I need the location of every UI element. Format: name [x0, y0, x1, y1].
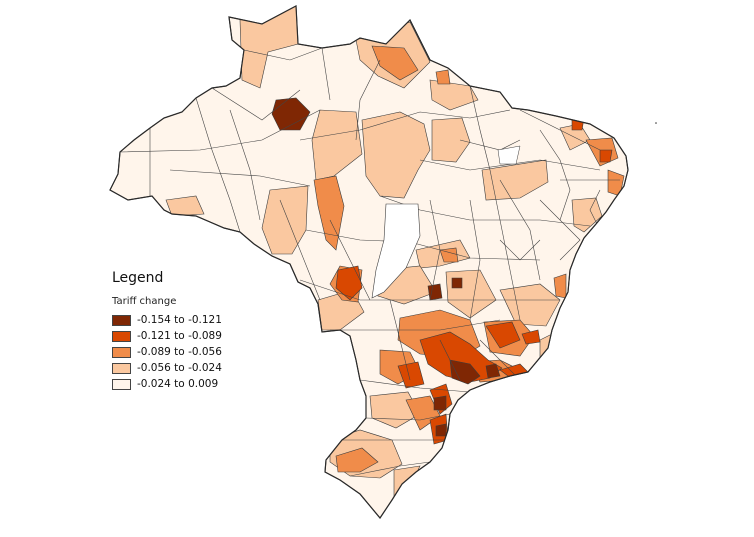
legend-swatch: [112, 378, 131, 390]
stray-dot: [655, 122, 657, 124]
legend-swatch: [112, 314, 131, 326]
legend-item: -0.121 to -0.089: [112, 328, 282, 344]
legend-swatch: [112, 346, 131, 358]
municipality-regions: [119, 6, 625, 497]
legend-label: -0.154 to -0.121: [137, 314, 222, 326]
legend-item: -0.089 to -0.056: [112, 344, 282, 360]
legend: Legend Tariff change -0.154 to -0.121 -0…: [112, 270, 282, 392]
legend-label: -0.024 to 0.009: [137, 378, 219, 390]
legend-label: -0.089 to -0.056: [137, 346, 222, 358]
legend-item: -0.154 to -0.121: [112, 312, 282, 328]
unmapped-area: [371, 203, 421, 299]
legend-item: -0.056 to -0.024: [112, 360, 282, 376]
legend-label: -0.056 to -0.024: [137, 362, 222, 374]
legend-swatch: [112, 362, 131, 374]
legend-item: -0.024 to 0.009: [112, 376, 282, 392]
legend-swatch: [112, 330, 131, 342]
legend-subtitle: Tariff change: [112, 296, 177, 307]
legend-label: -0.121 to -0.089: [137, 330, 222, 342]
legend-title: Legend: [112, 270, 164, 286]
unmapped-area: [497, 145, 521, 165]
